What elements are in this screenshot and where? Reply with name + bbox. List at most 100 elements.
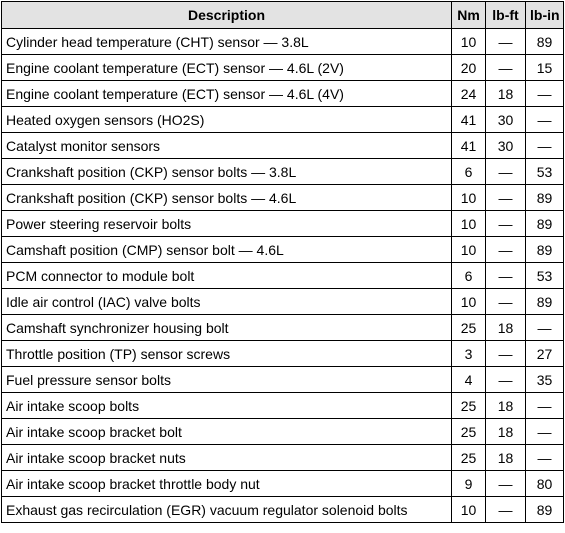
- cell-lbft: —: [485, 54, 526, 81]
- table-header: Description Nm lb-ft lb-in: [1, 1, 564, 29]
- cell-description: Air intake scoop bracket bolt: [1, 418, 452, 445]
- header-row: Description Nm lb-ft lb-in: [1, 1, 564, 29]
- cell-description: Throttle position (TP) sensor screws: [1, 340, 452, 367]
- cell-lbft: —: [485, 470, 526, 497]
- table-row: Air intake scoop bracket nuts 25 18—: [1, 444, 564, 471]
- cell-lbft: —: [485, 236, 526, 263]
- table-row: Idle air control (IAC) valve bolts 10—89: [1, 288, 564, 315]
- cell-nm: 10: [451, 184, 486, 211]
- cell-nm: 10: [451, 28, 486, 55]
- cell-description: Exhaust gas recirculation (EGR) vacuum r…: [1, 496, 452, 523]
- cell-description: Crankshaft position (CKP) sensor bolts —…: [1, 184, 452, 211]
- cell-lbin: —: [525, 418, 564, 445]
- cell-nm: 10: [451, 288, 486, 315]
- cell-lbin: 53: [525, 262, 564, 289]
- table-row: Camshaft position (CMP) sensor bolt — 4.…: [1, 236, 564, 263]
- cell-lbin: 35: [525, 366, 564, 393]
- table-row: Crankshaft position (CKP) sensor bolts —…: [1, 184, 564, 211]
- cell-lbft: —: [485, 158, 526, 185]
- cell-lbft: 18: [485, 392, 526, 419]
- cell-lbin: 89: [525, 496, 564, 523]
- cell-lbft: —: [485, 28, 526, 55]
- table-row: Cylinder head temperature (CHT) sensor —…: [1, 28, 564, 55]
- header-lbft: lb-ft: [485, 1, 526, 29]
- cell-lbin: —: [525, 444, 564, 471]
- cell-description: Air intake scoop bracket nuts: [1, 444, 452, 471]
- cell-nm: 25: [451, 392, 486, 419]
- cell-nm: 41: [451, 132, 486, 159]
- cell-nm: 25: [451, 418, 486, 445]
- cell-lbft: 30: [485, 106, 526, 133]
- cell-lbft: —: [485, 366, 526, 393]
- cell-nm: 25: [451, 314, 486, 341]
- cell-lbft: 30: [485, 132, 526, 159]
- cell-description: Air intake scoop bracket throttle body n…: [1, 470, 452, 497]
- table-row: Throttle position (TP) sensor screws 3—27: [1, 340, 564, 367]
- table-row: Exhaust gas recirculation (EGR) vacuum r…: [1, 496, 564, 523]
- cell-description: Power steering reservoir bolts: [1, 210, 452, 237]
- torque-spec-table: Description Nm lb-ft lb-in Cylinder head…: [1, 1, 564, 523]
- cell-description: Engine coolant temperature (ECT) sensor …: [1, 54, 452, 81]
- cell-nm: 24: [451, 80, 486, 107]
- cell-lbin: —: [525, 106, 564, 133]
- cell-nm: 10: [451, 496, 486, 523]
- torque-spec-table-container: Description Nm lb-ft lb-in Cylinder head…: [1, 1, 564, 523]
- cell-description: Catalyst monitor sensors: [1, 132, 452, 159]
- table-row: Power steering reservoir bolts 10—89: [1, 210, 564, 237]
- cell-description: Crankshaft position (CKP) sensor bolts —…: [1, 158, 452, 185]
- cell-description: Idle air control (IAC) valve bolts: [1, 288, 452, 315]
- table-body: Cylinder head temperature (CHT) sensor —…: [1, 28, 564, 523]
- cell-lbin: 89: [525, 236, 564, 263]
- cell-lbin: 27: [525, 340, 564, 367]
- cell-lbft: 18: [485, 314, 526, 341]
- table-row: Catalyst monitor sensors 41 30—: [1, 132, 564, 159]
- cell-nm: 10: [451, 210, 486, 237]
- table-row: Heated oxygen sensors (HO2S) 41 30—: [1, 106, 564, 133]
- cell-lbin: —: [525, 392, 564, 419]
- cell-lbft: 18: [485, 418, 526, 445]
- cell-nm: 10: [451, 236, 486, 263]
- cell-description: PCM connector to module bolt: [1, 262, 452, 289]
- table-row: Crankshaft position (CKP) sensor bolts —…: [1, 158, 564, 185]
- table-row: Air intake scoop bolts 25 18—: [1, 392, 564, 419]
- table-row: Engine coolant temperature (ECT) sensor …: [1, 54, 564, 81]
- cell-lbin: 89: [525, 28, 564, 55]
- cell-lbin: 89: [525, 288, 564, 315]
- cell-lbft: —: [485, 496, 526, 523]
- cell-description: Camshaft synchronizer housing bolt: [1, 314, 452, 341]
- cell-lbft: —: [485, 210, 526, 237]
- cell-lbin: —: [525, 80, 564, 107]
- cell-lbft: 18: [485, 444, 526, 471]
- table-row: Engine coolant temperature (ECT) sensor …: [1, 80, 564, 107]
- header-nm: Nm: [451, 1, 486, 29]
- cell-lbin: 89: [525, 210, 564, 237]
- cell-nm: 25: [451, 444, 486, 471]
- cell-description: Fuel pressure sensor bolts: [1, 366, 452, 393]
- cell-nm: 6: [451, 262, 486, 289]
- cell-lbin: 15: [525, 54, 564, 81]
- cell-description: Camshaft position (CMP) sensor bolt — 4.…: [1, 236, 452, 263]
- cell-nm: 9: [451, 470, 486, 497]
- cell-nm: 6: [451, 158, 486, 185]
- cell-nm: 41: [451, 106, 486, 133]
- cell-nm: 20: [451, 54, 486, 81]
- cell-lbin: 89: [525, 184, 564, 211]
- table-row: PCM connector to module bolt 6—53: [1, 262, 564, 289]
- cell-lbft: —: [485, 184, 526, 211]
- cell-lbin: 80: [525, 470, 564, 497]
- cell-lbin: —: [525, 132, 564, 159]
- cell-lbft: 18: [485, 80, 526, 107]
- cell-lbin: 53: [525, 158, 564, 185]
- cell-description: Cylinder head temperature (CHT) sensor —…: [1, 28, 452, 55]
- cell-nm: 4: [451, 366, 486, 393]
- cell-description: Air intake scoop bolts: [1, 392, 452, 419]
- cell-lbft: —: [485, 288, 526, 315]
- cell-description: Heated oxygen sensors (HO2S): [1, 106, 452, 133]
- header-lbin: lb-in: [525, 1, 564, 29]
- table-row: Fuel pressure sensor bolts 4—35: [1, 366, 564, 393]
- cell-lbft: —: [485, 262, 526, 289]
- cell-description: Engine coolant temperature (ECT) sensor …: [1, 80, 452, 107]
- table-row: Camshaft synchronizer housing bolt 25 18—: [1, 314, 564, 341]
- cell-nm: 3: [451, 340, 486, 367]
- cell-lbin: —: [525, 314, 564, 341]
